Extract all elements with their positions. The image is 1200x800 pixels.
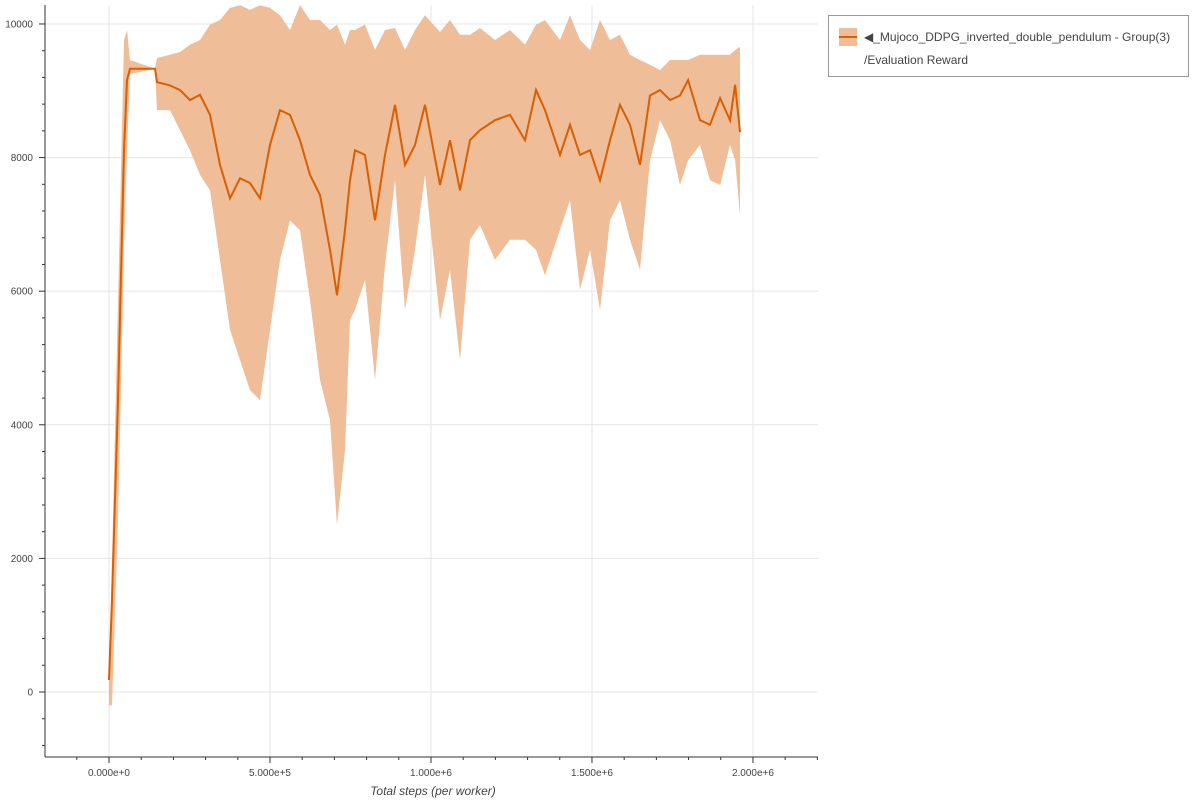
x-tick-label: 0.000e+0 [88, 768, 130, 779]
legend-label: ◀_Mujoco_DDPG_inverted_double_pendulum -… [864, 30, 1171, 44]
x-tick-label: 2.000e+6 [732, 768, 774, 779]
x-tick-label: 5.000e+5 [249, 768, 291, 779]
axes: 0.000e+0 5.000e+5 1.000e+6 1.500e+6 2.000e+6… [5, 5, 818, 779]
legend[interactable]: ◀_Mujoco_DDPG_inverted_double_pendulum -… [828, 15, 1189, 77]
y-tick-label: 6000 [11, 287, 34, 298]
y-tick-label: 2000 [11, 554, 34, 565]
y-tick-label: 8000 [11, 153, 34, 164]
x-tick-label: 1.000e+6 [410, 768, 452, 779]
x-tick-label: 1.500e+6 [571, 768, 613, 779]
series-line [108, 67, 741, 681]
y-tick-label: 10000 [5, 19, 33, 30]
series-band [109, 5, 740, 706]
x-axis-label: Total steps (per worker) [370, 784, 496, 798]
y-tick-label: 0 [27, 688, 33, 699]
legend-swatch [839, 28, 857, 46]
y-tick-label: 4000 [11, 420, 34, 431]
legend-label-continued: /Evaluation Reward [864, 53, 969, 67]
